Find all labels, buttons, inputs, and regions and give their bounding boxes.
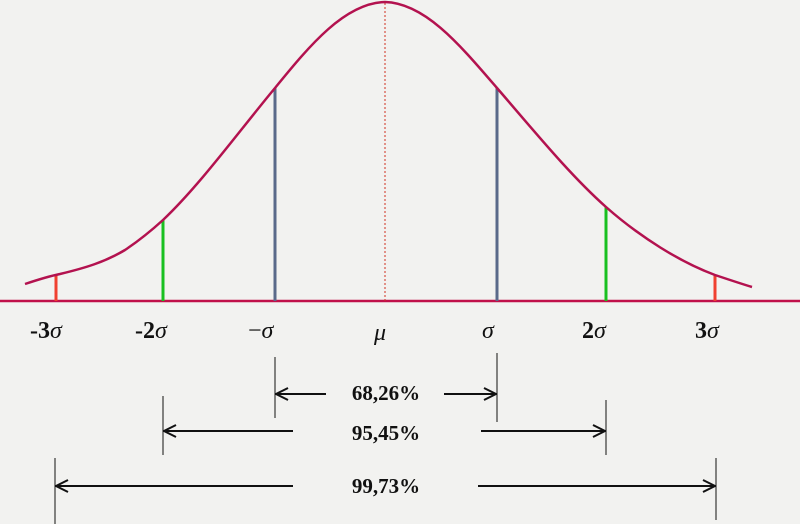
label-minus-sigma: −σ bbox=[248, 318, 275, 344]
label-plus-2-sigma: 2σ bbox=[582, 318, 607, 344]
label-plus-sigma: σ bbox=[482, 318, 495, 344]
interval-2-label: 95,45% bbox=[352, 421, 420, 445]
label-mu: μ bbox=[373, 320, 386, 346]
label-minus-2-sigma: -2σ bbox=[135, 318, 168, 344]
bell-curve bbox=[24, 0, 753, 289]
interval-1-label: 68,26% bbox=[352, 381, 420, 405]
interval-3-label: 99,73% bbox=[352, 474, 420, 498]
label-plus-3-sigma: 3σ bbox=[695, 318, 720, 344]
label-minus-3-sigma: -3σ bbox=[30, 318, 63, 344]
